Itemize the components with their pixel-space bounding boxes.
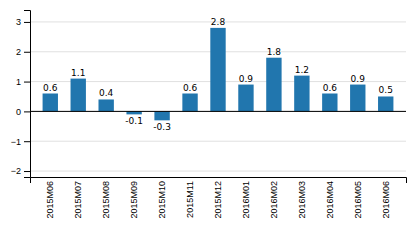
y-tick-mark — [24, 22, 30, 23]
x-tick: 2016M03 — [297, 181, 307, 219]
x-axis: 2015M06 2015M07 2015M08 2015M09 2015M10 2015M… — [31, 178, 407, 219]
data-label: -0.3 — [153, 122, 171, 132]
bar — [378, 96, 393, 111]
grid-line — [30, 111, 406, 112]
data-labels: 0.6 1.1 0.4 -0.1 -0.3 0.6 2.8 0.9 1.8 1.2 0.6 0.9 0.… — [43, 17, 393, 132]
zero-line — [30, 111, 406, 112]
bar — [350, 85, 365, 112]
y-tick-mark — [24, 111, 30, 112]
data-label: 1.8 — [267, 47, 282, 57]
data-label: 0.6 — [323, 83, 338, 93]
y-tick: 2 — [16, 47, 30, 57]
y-tick-label: 3 — [16, 17, 21, 27]
x-tick: 2016M02 — [269, 181, 279, 219]
bar — [182, 94, 197, 112]
data-label: 1.2 — [295, 65, 309, 75]
bar — [266, 58, 281, 112]
y-tick-label: 0 — [16, 107, 21, 117]
data-label: 0.5 — [379, 85, 393, 95]
x-tick-label: 2016M03 — [297, 181, 307, 219]
grid — [30, 22, 406, 171]
data-label: 1.1 — [71, 68, 85, 78]
bar — [43, 94, 58, 112]
x-tick-label: 2016M04 — [325, 181, 335, 219]
data-label: 0.4 — [99, 88, 114, 98]
grid-line — [30, 141, 406, 142]
x-tick-label: 2015M12 — [213, 181, 223, 219]
data-label: 0.6 — [183, 83, 198, 93]
y-tick: −1 — [11, 137, 30, 147]
x-tick: 2015M06 — [45, 181, 55, 219]
y-axis-line — [24, 11, 31, 178]
x-tick: 2015M11 — [185, 181, 195, 218]
x-tick: 2015M08 — [101, 181, 111, 219]
data-label: 0.6 — [43, 83, 58, 93]
x-tick: 2015M10 — [157, 181, 167, 219]
y-tick: 3 — [16, 17, 30, 27]
x-tick-label: 2015M09 — [129, 181, 139, 219]
bar — [154, 111, 169, 120]
x-tick: 2015M09 — [129, 181, 139, 219]
data-label: 0.9 — [351, 74, 366, 84]
y-tick-mark — [24, 52, 30, 53]
y-tick-mark — [24, 82, 30, 83]
y-tick: −2 — [11, 166, 30, 176]
x-tick-label: 2015M06 — [45, 181, 55, 219]
y-tick-label: −2 — [11, 166, 21, 176]
y-tick-label: 1 — [16, 77, 21, 87]
y-tick-label: 2 — [16, 47, 21, 57]
y-axis: −2 −1 0 1 2 3 — [11, 11, 31, 178]
bar — [210, 28, 225, 112]
x-tick-label: 2016M05 — [353, 181, 363, 219]
x-tick: 2016M04 — [325, 181, 335, 219]
y-tick-mark — [24, 141, 30, 142]
chart: −2−101232015M062015M072015M082015M092015… — [0, 0, 416, 227]
x-tick-label: 2015M08 — [101, 181, 111, 219]
y-tick: 0 — [16, 107, 30, 117]
x-tick: 2015M07 — [73, 181, 83, 219]
x-tick-label: 2015M11 — [185, 181, 195, 218]
grid-line — [30, 171, 406, 172]
x-tick: 2016M01 — [241, 181, 251, 219]
bar — [71, 79, 86, 112]
y-tick-label: −1 — [11, 137, 21, 147]
data-label: 0.9 — [239, 74, 254, 84]
bar — [98, 99, 113, 111]
x-tick-label: 2015M07 — [73, 181, 83, 219]
y-tick: 1 — [16, 77, 30, 87]
x-tick-label: 2016M06 — [381, 181, 391, 219]
bar — [294, 76, 309, 112]
y-tick-mark — [24, 171, 30, 172]
bars — [43, 28, 394, 120]
x-tick: 2016M06 — [381, 181, 391, 219]
bar — [322, 94, 337, 112]
data-label: 2.8 — [211, 17, 226, 27]
x-tick-label: 2015M10 — [157, 181, 167, 219]
x-tick-label: 2016M01 — [241, 181, 251, 219]
plot: −2−101232015M062015M072015M082015M092015… — [11, 11, 407, 219]
bar — [238, 85, 253, 112]
x-tick-label: 2016M02 — [269, 181, 279, 219]
data-label: -0.1 — [125, 116, 143, 126]
x-tick: 2016M05 — [353, 181, 363, 219]
x-tick: 2015M12 — [213, 181, 223, 219]
